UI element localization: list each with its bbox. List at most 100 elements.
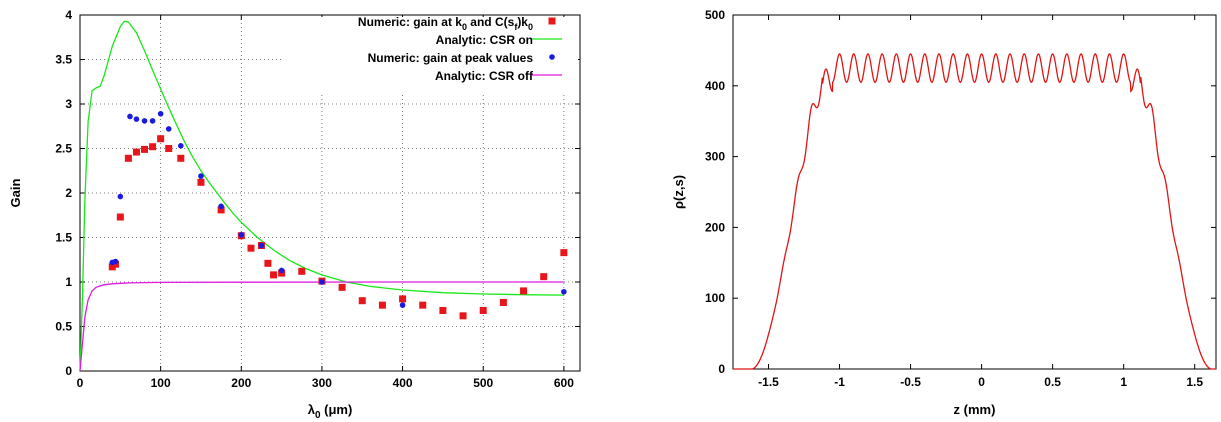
gain-point-dot xyxy=(117,193,124,200)
density-y-tick-label: 0 xyxy=(718,362,725,376)
gain-point-square xyxy=(459,312,467,320)
gain-legend-label: Numeric: gain at k0 and C(sf)k0 xyxy=(358,15,533,32)
density-ticks: -1.5 -1 -0.5 0 0.5 1 1.5 0 100 200 300 400 500 xyxy=(705,8,1216,389)
gain-point-dot xyxy=(238,232,245,238)
gain-point-dot xyxy=(561,288,567,295)
gain-x-axis-label: λ0 (μm) xyxy=(308,402,353,421)
gain-y-tick-label: 2.5 xyxy=(55,142,72,156)
density-x-tick-label: 0.5 xyxy=(1044,375,1061,389)
gain-y-tick-label: 2 xyxy=(65,186,72,200)
gain-point-square xyxy=(247,244,255,252)
gain-lines xyxy=(79,20,564,372)
gain-series-line xyxy=(79,20,564,372)
legend-subscript: 0 xyxy=(462,22,467,32)
gain-point-dot xyxy=(157,110,164,117)
legend-text: )k xyxy=(517,15,528,29)
gain-point-square xyxy=(116,213,124,221)
density-y-tick-label: 200 xyxy=(705,220,725,234)
gain-x-tick-label: 100 xyxy=(151,376,171,390)
gain-point-square xyxy=(399,295,407,303)
gain-x-tick-label: 0 xyxy=(77,376,84,390)
gain-y-tick-label: 0.5 xyxy=(55,320,72,334)
legend-subscript: f xyxy=(514,22,518,32)
gain-point-square xyxy=(217,206,225,214)
gain-points xyxy=(108,110,568,320)
gain-point-square xyxy=(358,297,366,305)
gain-point-square xyxy=(520,287,528,295)
density-x-tick-label: 0 xyxy=(978,375,985,389)
density-chart: -1.5 -1 -0.5 0 0.5 1 1.5 0 100 200 300 400 500 ρ(z,s… xyxy=(671,8,1217,417)
gain-x-tick-label: 600 xyxy=(554,376,574,390)
gain-x-tick-label: 500 xyxy=(473,376,493,390)
legend-marker-dot xyxy=(549,54,555,60)
gain-point-dot xyxy=(399,302,406,308)
gain-point-square xyxy=(560,249,568,257)
gain-legend-label: Analytic: CSR off xyxy=(435,69,534,83)
gain-point-dot xyxy=(178,143,184,149)
gain-x-tick-label: 300 xyxy=(312,376,332,390)
gain-series-line xyxy=(79,281,564,372)
gain-y-tick-label: 0 xyxy=(65,364,72,378)
density-y-tick-label: 500 xyxy=(705,8,725,22)
gain-point-square xyxy=(499,298,507,306)
gain-point-square xyxy=(149,143,157,151)
gain-point-square xyxy=(141,145,149,153)
gain-point-square xyxy=(197,178,205,186)
density-curve xyxy=(733,53,1216,370)
gain-legend-label: Numeric: gain at peak values xyxy=(368,51,534,65)
gain-y-tick-label: 4 xyxy=(65,8,72,22)
gain-x-axis-label-sub: 0 xyxy=(315,410,321,421)
gain-point-dot xyxy=(141,118,148,124)
gain-point-square xyxy=(124,154,132,162)
gain-y-tick-label: 1.5 xyxy=(55,231,72,245)
legend-text: and C(s xyxy=(467,15,515,29)
density-y-tick-label: 100 xyxy=(705,291,725,305)
legend-subscript: 0 xyxy=(528,22,533,32)
gain-point-dot xyxy=(165,126,172,132)
gain-point-square xyxy=(264,259,272,267)
density-y-axis-label: ρ(z,s) xyxy=(671,175,686,209)
gain-y-axis-label: Gain xyxy=(8,178,23,207)
gain-y-tick-label: 3.5 xyxy=(55,53,72,67)
density-x-tick-label: -1 xyxy=(834,375,845,389)
gain-point-dot xyxy=(127,113,133,120)
legend-marker-square xyxy=(548,17,556,25)
gain-point-square xyxy=(298,267,306,275)
gain-legend-background xyxy=(282,17,578,92)
density-x-tick-label: -0.5 xyxy=(900,375,921,389)
gain-point-square xyxy=(157,135,165,143)
density-x-tick-label: -1.5 xyxy=(758,375,779,389)
gain-point-dot xyxy=(149,118,156,124)
gain-x-axis-label-main: λ xyxy=(308,402,316,417)
gain-point-dot xyxy=(258,242,265,249)
gain-point-square xyxy=(177,154,185,162)
gain-point-square xyxy=(479,306,487,314)
gain-x-tick-label: 400 xyxy=(393,376,413,390)
density-y-tick-label: 400 xyxy=(705,79,725,93)
gain-point-square xyxy=(419,301,427,309)
gain-y-tick-label: 1 xyxy=(65,275,72,289)
gain-point-dot xyxy=(319,279,325,285)
gain-point-square xyxy=(338,283,346,291)
gain-chart: 0 100 200 300 400 500 600 0 0.5 1 1.5 2 2.5 3 3.5 4 Num… xyxy=(8,8,581,421)
gain-y-tick-label: 3 xyxy=(65,97,72,111)
gain-point-dot xyxy=(198,173,204,179)
density-x-tick-label: 1 xyxy=(1120,375,1127,389)
gain-ticks: 0 100 200 300 400 500 600 0 0.5 1 1.5 2 2.5 3 3.5 4 xyxy=(55,8,580,390)
gain-legend: Numeric: gain at k0 and C(sf)k0Analytic:… xyxy=(282,15,578,92)
density-plot-frame xyxy=(732,14,1217,370)
legend-text: Numeric: gain at k xyxy=(358,15,462,29)
gain-legend-label: Analytic: CSR on xyxy=(436,33,533,47)
gain-point-square xyxy=(165,145,173,152)
gain-point-square xyxy=(270,271,278,279)
gain-point-dot xyxy=(218,203,224,210)
gain-point-dot xyxy=(133,116,140,122)
density-x-axis-label: z (mm) xyxy=(954,402,996,417)
gain-point-dot xyxy=(112,258,119,265)
density-y-tick-label: 300 xyxy=(705,150,725,164)
density-x-tick-label: 1.5 xyxy=(1186,375,1203,389)
gain-point-square xyxy=(439,306,447,314)
gain-point-square xyxy=(540,273,548,281)
gain-point-dot xyxy=(278,267,285,274)
